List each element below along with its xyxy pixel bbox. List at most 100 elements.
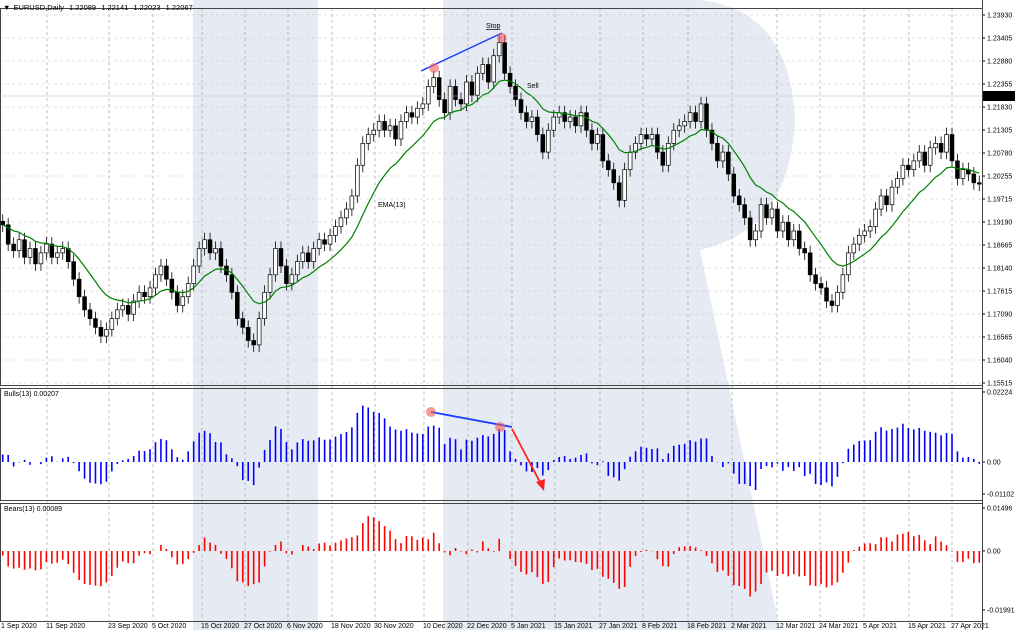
date-tick-label: 18 Nov 2020 (331, 623, 371, 630)
bear-candle (5, 224, 11, 245)
bull-candle (213, 248, 218, 254)
bear-candle (971, 173, 977, 184)
bull-candle (365, 134, 371, 144)
bull-candle (120, 305, 126, 311)
bear-candle (660, 151, 666, 166)
bear-candle (611, 169, 617, 184)
bull-candle (638, 134, 644, 144)
bear-candle (742, 204, 747, 219)
bull-candle (191, 265, 196, 284)
bull-candle (355, 164, 360, 197)
price-tick-label: 1.16565 (987, 335, 1012, 342)
bear-candle (829, 300, 835, 306)
bull-candle (202, 239, 207, 249)
date-tick-label: 22 Dec 2020 (467, 623, 507, 630)
bear-candle (584, 112, 589, 131)
bull-candle (327, 235, 333, 245)
bear-candle (11, 243, 16, 252)
bull-candle (420, 103, 426, 109)
bear-candle (818, 283, 824, 289)
bull-candle (475, 72, 480, 96)
bears-tick-label: 0.00 (987, 549, 1001, 556)
close-value: 1.22067 (165, 3, 193, 12)
date-tick-label: 2 Mar 2021 (731, 623, 767, 630)
bull-candle (256, 318, 262, 346)
bull-candle (27, 248, 33, 258)
bear-candle (322, 239, 327, 245)
bull-candle (398, 121, 404, 140)
bear-candle (518, 99, 524, 114)
bear-candle (93, 318, 98, 328)
red-arrow-head-icon (536, 479, 545, 491)
bull-candle (578, 112, 584, 127)
bull-candle (338, 217, 344, 227)
highlight-circle (426, 407, 436, 417)
bull-candle (856, 235, 862, 245)
price-tick-label: 1.19715 (987, 197, 1012, 204)
bear-candle (644, 134, 649, 140)
bull-candle (109, 318, 115, 330)
bull-candle (115, 309, 120, 319)
bull-candle (780, 221, 786, 232)
bear-candle (142, 291, 147, 298)
open-value: 1.22089 (68, 3, 97, 12)
bull-candle (676, 125, 682, 131)
date-tick-label: 5 Oct 2020 (152, 623, 186, 630)
highlight-circle (495, 422, 505, 432)
sell-label: Sell (527, 83, 539, 90)
price-tick-label: 1.22355 (987, 82, 1012, 89)
bull-candle (900, 164, 906, 179)
bear-candle (535, 116, 540, 135)
bull-candle (529, 116, 535, 122)
bull-candle (267, 274, 273, 293)
price-tick-label: 1.15515 (987, 381, 1012, 388)
date-tick-label: 10 Dec 2020 (423, 623, 463, 630)
bull-candle (480, 64, 486, 74)
price-tick-label: 1.22880 (987, 59, 1012, 66)
bear-candle (813, 274, 818, 284)
red-arrow-line (511, 428, 542, 485)
bear-candle (513, 86, 518, 100)
highlight-circle (429, 63, 439, 73)
bear-candle (22, 239, 27, 258)
bear-candle (709, 129, 715, 144)
bear-candle (251, 340, 256, 346)
bears-tick-label: -0.01991 (987, 608, 1015, 615)
bull-candle (496, 42, 502, 57)
bull-candle (147, 287, 153, 298)
date-tick-label: 1 Sep 2020 (1, 623, 37, 630)
bear-candle (486, 64, 491, 83)
sell-arrow-icon: ⇩ (512, 84, 518, 92)
bear-candle (502, 42, 507, 74)
bear-candle (949, 134, 955, 162)
price-tick-label: 1.18665 (987, 243, 1012, 250)
bear-candle (507, 72, 513, 87)
low-value: 1.22023 (133, 3, 161, 12)
bear-candle (715, 143, 720, 162)
bull-candle (376, 121, 382, 131)
watermark-shape (443, 0, 795, 250)
bear-candle (747, 217, 753, 241)
dropdown-triangle-icon[interactable]: ▼ (3, 3, 11, 12)
bull-candle (851, 243, 857, 254)
bear-candle (600, 134, 606, 162)
bear-candle (382, 121, 387, 131)
bull-candle (415, 107, 420, 118)
bear-candle (235, 291, 240, 319)
bull-candle (447, 86, 453, 114)
date-tick-label: 8 Feb 2021 (642, 623, 678, 630)
bull-candle (960, 169, 966, 179)
bull-candle (491, 55, 496, 83)
bull-candle (38, 252, 44, 265)
date-tick-label: 15 Apr 2021 (908, 623, 946, 630)
date-tick-label: 12 Mar 2021 (776, 623, 815, 630)
bull-candle (753, 230, 758, 241)
bull-candle (360, 143, 366, 166)
bull-candle (917, 151, 922, 162)
bulls-tick-label: 0.00 (987, 460, 1001, 467)
bull-candle (333, 226, 338, 236)
bull-candle (840, 274, 846, 293)
bear-candle (240, 318, 246, 328)
bear-candle (278, 248, 284, 267)
